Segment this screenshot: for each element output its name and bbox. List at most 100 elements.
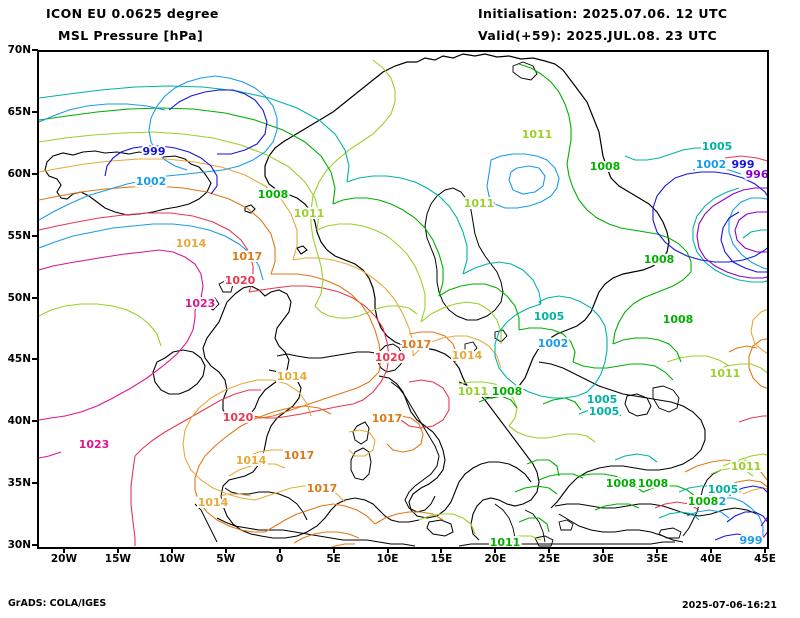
contour-label: 1002 bbox=[696, 158, 727, 171]
svg-text:1011: 1011 bbox=[464, 197, 495, 210]
longitude-tick-mark bbox=[764, 547, 766, 553]
contour-999 bbox=[104, 89, 767, 543]
longitude-tick-label: 0 bbox=[276, 553, 284, 565]
longitude-tick-label: 20W bbox=[50, 553, 78, 565]
svg-text:1017: 1017 bbox=[372, 412, 403, 425]
latitude-tick-label: 35N bbox=[7, 477, 31, 490]
contour-map-svg: 9999991002100210081008101110111014101410… bbox=[39, 53, 767, 547]
contour-label: 1023 bbox=[79, 438, 110, 451]
latitude-tick-label: 65N bbox=[7, 105, 31, 118]
contour-1020 bbox=[39, 155, 767, 546]
contour-label: 996 bbox=[746, 168, 767, 181]
contour-label: 1005 bbox=[702, 140, 733, 153]
svg-text:996: 996 bbox=[746, 168, 767, 181]
latitude-tick-mark bbox=[32, 172, 38, 175]
svg-text:1005: 1005 bbox=[589, 405, 620, 418]
contour-label: 1017 bbox=[372, 412, 403, 425]
svg-text:1008: 1008 bbox=[606, 477, 637, 490]
svg-text:1005: 1005 bbox=[587, 393, 618, 406]
contour-label: 1005 bbox=[534, 310, 565, 323]
model-title: ICON EU 0.0625 degree bbox=[46, 6, 219, 21]
svg-text:1017: 1017 bbox=[284, 449, 315, 462]
contour-label: 1017 bbox=[401, 338, 432, 351]
contour-label: 1002 bbox=[136, 175, 167, 188]
longitude-tick-mark bbox=[710, 547, 713, 553]
svg-text:1002: 1002 bbox=[538, 337, 569, 350]
svg-text:1023: 1023 bbox=[79, 438, 110, 451]
contour-label: 1014 bbox=[277, 370, 308, 383]
svg-text:1014: 1014 bbox=[277, 370, 308, 383]
longitude-tick-mark bbox=[602, 547, 605, 553]
contour-label: 1017 bbox=[284, 449, 315, 462]
contour-label: 1008 bbox=[638, 477, 669, 490]
latitude-tick-mark bbox=[32, 358, 38, 361]
contour-label: 1005 bbox=[587, 393, 618, 406]
svg-text:1011: 1011 bbox=[490, 536, 521, 547]
grads-credit: GrADS: COLA/IGES bbox=[8, 598, 107, 609]
longitude-tick-label: 45E bbox=[754, 553, 776, 565]
longitude-tick-label: 35E bbox=[646, 553, 669, 565]
contour-label: 1011 bbox=[490, 536, 521, 547]
svg-text:1020: 1020 bbox=[225, 274, 256, 287]
svg-text:1008: 1008 bbox=[638, 477, 669, 490]
latitude-tick-mark bbox=[32, 420, 38, 423]
coastline-layer bbox=[44, 53, 758, 547]
contour-label: 1002 bbox=[696, 495, 727, 508]
longitude-tick-mark bbox=[656, 547, 659, 553]
contour-1017 bbox=[39, 185, 767, 547]
svg-text:1002: 1002 bbox=[696, 158, 727, 171]
latitude-tick-label: 40N bbox=[7, 415, 31, 428]
latitude-tick-label: 30N bbox=[7, 539, 31, 551]
contour-label: 999 bbox=[732, 158, 755, 171]
svg-text:1008: 1008 bbox=[492, 385, 523, 398]
contour-label: 1011 bbox=[458, 385, 489, 398]
svg-text:999: 999 bbox=[740, 534, 763, 547]
contour-label: 1014 bbox=[236, 454, 267, 467]
svg-text:1002: 1002 bbox=[136, 175, 167, 188]
contour-label: 1011 bbox=[731, 460, 762, 473]
longitude-tick-mark bbox=[278, 547, 281, 553]
longitude-tick-label: 25E bbox=[538, 553, 561, 565]
svg-text:1005: 1005 bbox=[702, 140, 733, 153]
longitude-tick-label: 10W bbox=[158, 553, 185, 565]
contour-label: 1011 bbox=[710, 367, 741, 380]
contour-1002 bbox=[39, 75, 767, 547]
contour-label: 1020 bbox=[223, 411, 254, 424]
contour-label: 1008 bbox=[258, 188, 289, 201]
latitude-tick-mark bbox=[32, 110, 38, 113]
longitude-tick-label: 20E bbox=[484, 553, 507, 565]
svg-text:1020: 1020 bbox=[223, 411, 254, 424]
longitude-tick-label: 30E bbox=[592, 553, 615, 565]
longitude-tick-label: 15W bbox=[104, 553, 131, 565]
svg-text:1017: 1017 bbox=[232, 250, 263, 263]
contour-label: 1008 bbox=[644, 253, 675, 266]
contour-label: 1008 bbox=[590, 160, 621, 173]
contour-label: 1017 bbox=[307, 482, 338, 495]
longitude-tick-mark bbox=[116, 547, 119, 553]
latitude-tick-label: 55N bbox=[7, 229, 31, 242]
latitude-tick-label: 50N bbox=[7, 291, 31, 304]
contour-label: 1020 bbox=[375, 351, 406, 364]
longitude-tick-mark bbox=[548, 547, 551, 553]
contour-label: 1011 bbox=[464, 197, 495, 210]
contour-label: 1014 bbox=[198, 496, 229, 509]
render-timestamp: 2025-07-06-16:21 bbox=[682, 600, 777, 611]
map-plot-area: 999 999 1002 1002 1008 1008 1011 1011 1014 1014 10… bbox=[37, 50, 769, 549]
contour-label: 1011 bbox=[522, 128, 553, 141]
svg-text:1011: 1011 bbox=[458, 385, 489, 398]
contour-1005 bbox=[39, 85, 767, 521]
contour-label: 1005 bbox=[589, 405, 620, 418]
contour-label: 1005 bbox=[708, 483, 739, 496]
latitude-tick-mark bbox=[32, 49, 38, 51]
longitude-tick-mark bbox=[494, 547, 497, 553]
svg-text:1008: 1008 bbox=[590, 160, 621, 173]
contour-label: 1023 bbox=[185, 297, 216, 310]
contour-1008 bbox=[39, 63, 700, 533]
svg-text:999: 999 bbox=[143, 145, 166, 158]
longitude-tick-mark bbox=[170, 547, 173, 553]
valid-time: Valid(+59): 2025.JUL.08. 23 UTC bbox=[478, 28, 718, 43]
svg-text:1017: 1017 bbox=[307, 482, 338, 495]
svg-text:1014: 1014 bbox=[176, 237, 207, 250]
svg-text:999: 999 bbox=[732, 158, 755, 171]
longitude-tick-label: 15E bbox=[430, 553, 453, 565]
